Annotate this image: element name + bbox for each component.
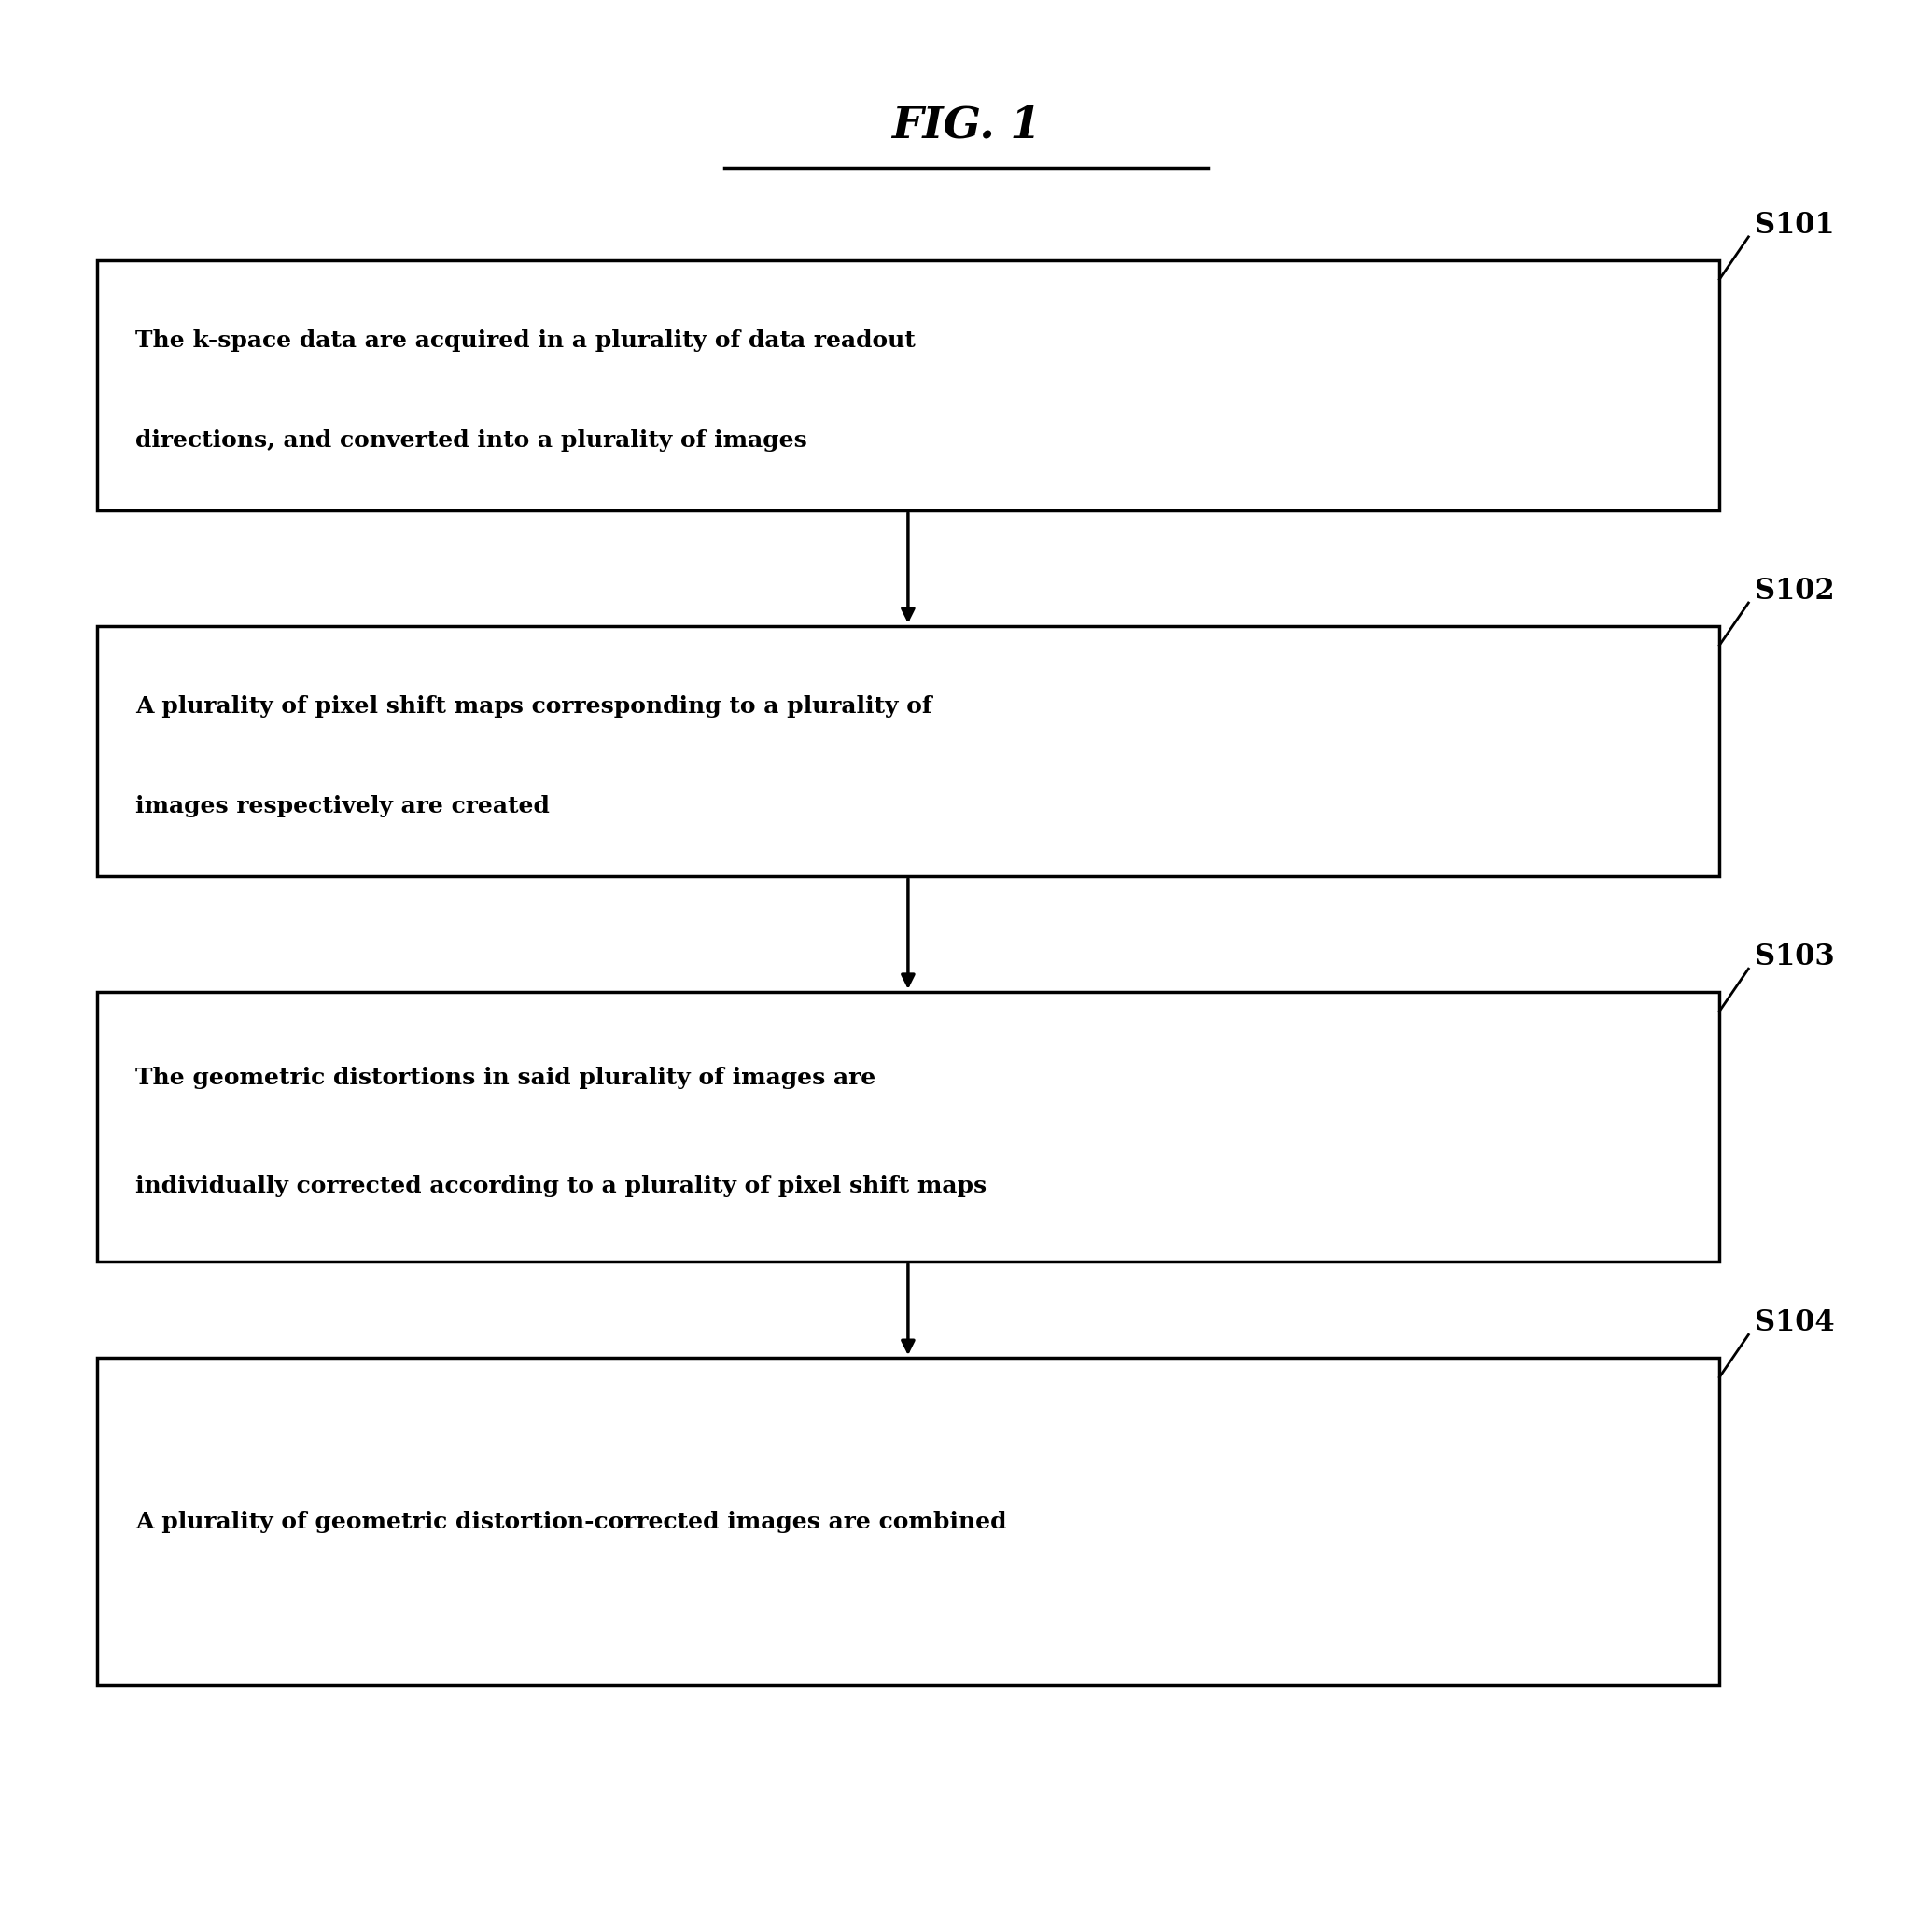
Text: S103: S103 xyxy=(1754,942,1833,973)
Text: The k-space data are acquired in a plurality of data readout: The k-space data are acquired in a plura… xyxy=(135,329,916,351)
Bar xyxy=(97,992,1719,1262)
Text: individually corrected according to a plurality of pixel shift maps: individually corrected according to a pl… xyxy=(135,1175,987,1198)
Text: The geometric distortions in said plurality of images are: The geometric distortions in said plural… xyxy=(135,1067,875,1090)
Text: S102: S102 xyxy=(1754,576,1833,607)
Text: directions, and converted into a plurality of images: directions, and converted into a plurali… xyxy=(135,429,808,451)
Bar xyxy=(97,260,1719,510)
Text: A plurality of pixel shift maps corresponding to a plurality of: A plurality of pixel shift maps correspo… xyxy=(135,695,931,716)
Text: images respectively are created: images respectively are created xyxy=(135,795,549,817)
Text: FIG. 1: FIG. 1 xyxy=(891,104,1041,146)
Text: S104: S104 xyxy=(1754,1308,1833,1339)
Text: S101: S101 xyxy=(1754,210,1833,241)
Text: A plurality of geometric distortion-corrected images are combined: A plurality of geometric distortion-corr… xyxy=(135,1510,1007,1533)
Bar xyxy=(97,626,1719,876)
Bar xyxy=(97,1358,1719,1685)
